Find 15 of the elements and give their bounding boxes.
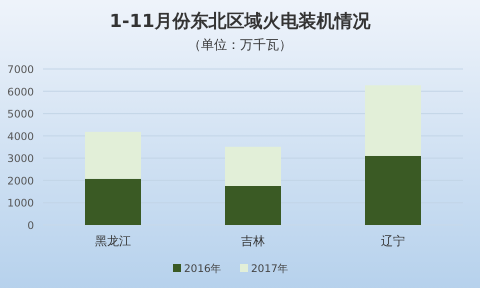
y-tick-label: 1000 (7, 198, 34, 210)
y-tick-label: 2000 (7, 175, 34, 188)
x-tick-label: 辽宁 (381, 234, 405, 248)
y-tick-label: 6000 (7, 86, 34, 98)
y-tick-label: 5000 (7, 108, 34, 121)
y-tick-label: 3000 (7, 153, 34, 166)
x-tick-label: 黑龙江 (95, 234, 131, 248)
legend-label: 2016年 (184, 263, 222, 275)
x-tick-label: 吉林 (241, 234, 265, 248)
y-tick-label: 0 (27, 220, 34, 232)
y-tick-label: 4000 (7, 130, 34, 143)
y-tick-label: 7000 (7, 64, 34, 76)
legend-label: 2017年 (251, 263, 289, 275)
chart-subtitle: （单位：万千瓦） (188, 38, 292, 53)
chart-title: 1-11月份东北区域火电装机情况 (109, 11, 372, 32)
